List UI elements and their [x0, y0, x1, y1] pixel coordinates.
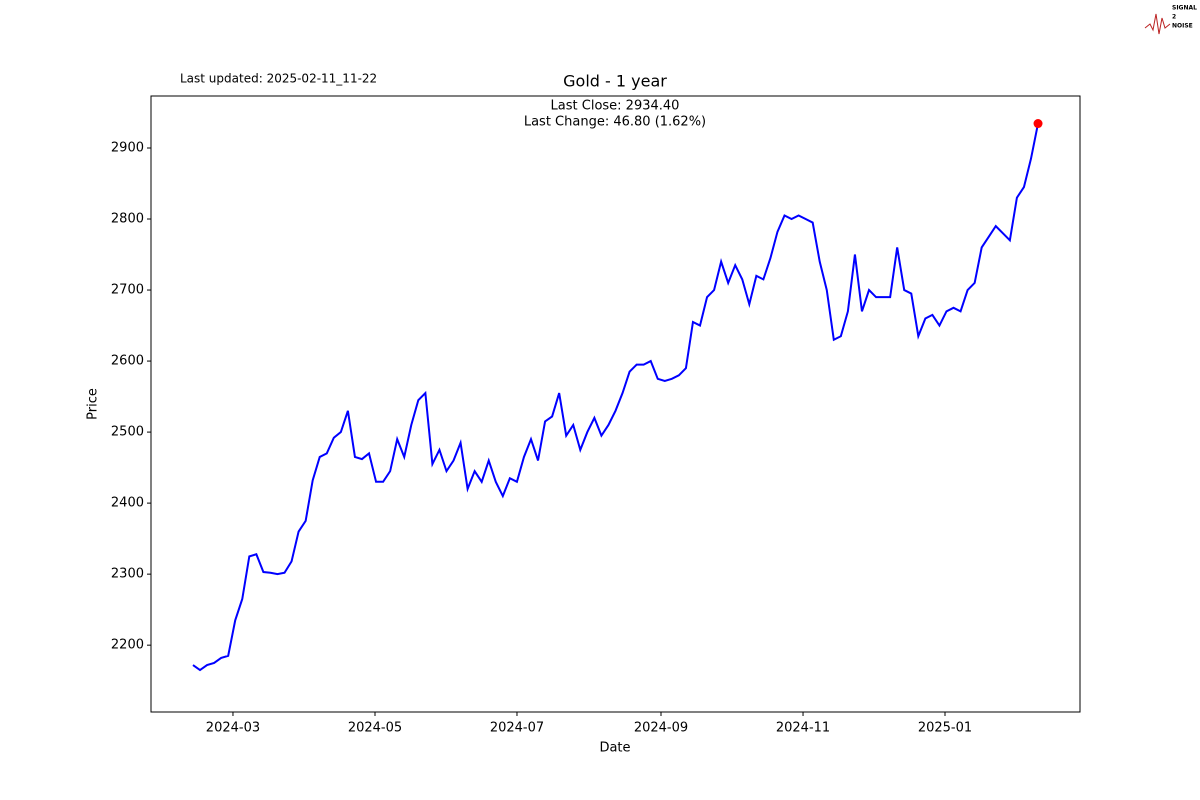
- annotation: Last Close: 2934.40: [551, 99, 680, 114]
- y-tick-label: 2200: [111, 638, 144, 653]
- x-tick-label: 2024-09: [634, 721, 688, 736]
- y-tick-label: 2800: [111, 212, 144, 227]
- x-tick-label: 2024-05: [348, 721, 402, 736]
- y-tick-label: 2600: [111, 354, 144, 369]
- logo-text: NOISE: [1172, 23, 1193, 30]
- plot-frame: [150, 95, 1081, 713]
- chart-title: Gold - 1 year: [563, 72, 667, 91]
- y-tick-label: 2400: [111, 496, 144, 511]
- x-axis-label: Date: [599, 741, 630, 756]
- x-tick-label: 2024-07: [490, 721, 544, 736]
- logo-text: 2: [1172, 14, 1176, 21]
- y-tick-label: 2900: [111, 140, 144, 155]
- x-tick-label: 2024-11: [776, 721, 830, 736]
- y-axis-label: Price: [86, 388, 101, 420]
- y-tick-label: 2700: [111, 283, 144, 298]
- last-close-marker: [1033, 119, 1043, 129]
- y-tick-label: 2500: [111, 425, 144, 440]
- annotation: Last Change: 46.80 (1.62%): [524, 115, 706, 130]
- last-updated: Last updated: 2025-02-11_11-22: [180, 72, 377, 86]
- logo: SIGNAL 2 NOISE: [1144, 5, 1197, 35]
- y-tick-label: 2300: [111, 567, 144, 582]
- price-line: [192, 123, 1040, 672]
- x-tick-label: 2024-03: [206, 721, 260, 736]
- logo-wave: [1144, 13, 1171, 35]
- logo-text: SIGNAL: [1172, 5, 1197, 12]
- x-tick-label: 2025-01: [918, 721, 972, 736]
